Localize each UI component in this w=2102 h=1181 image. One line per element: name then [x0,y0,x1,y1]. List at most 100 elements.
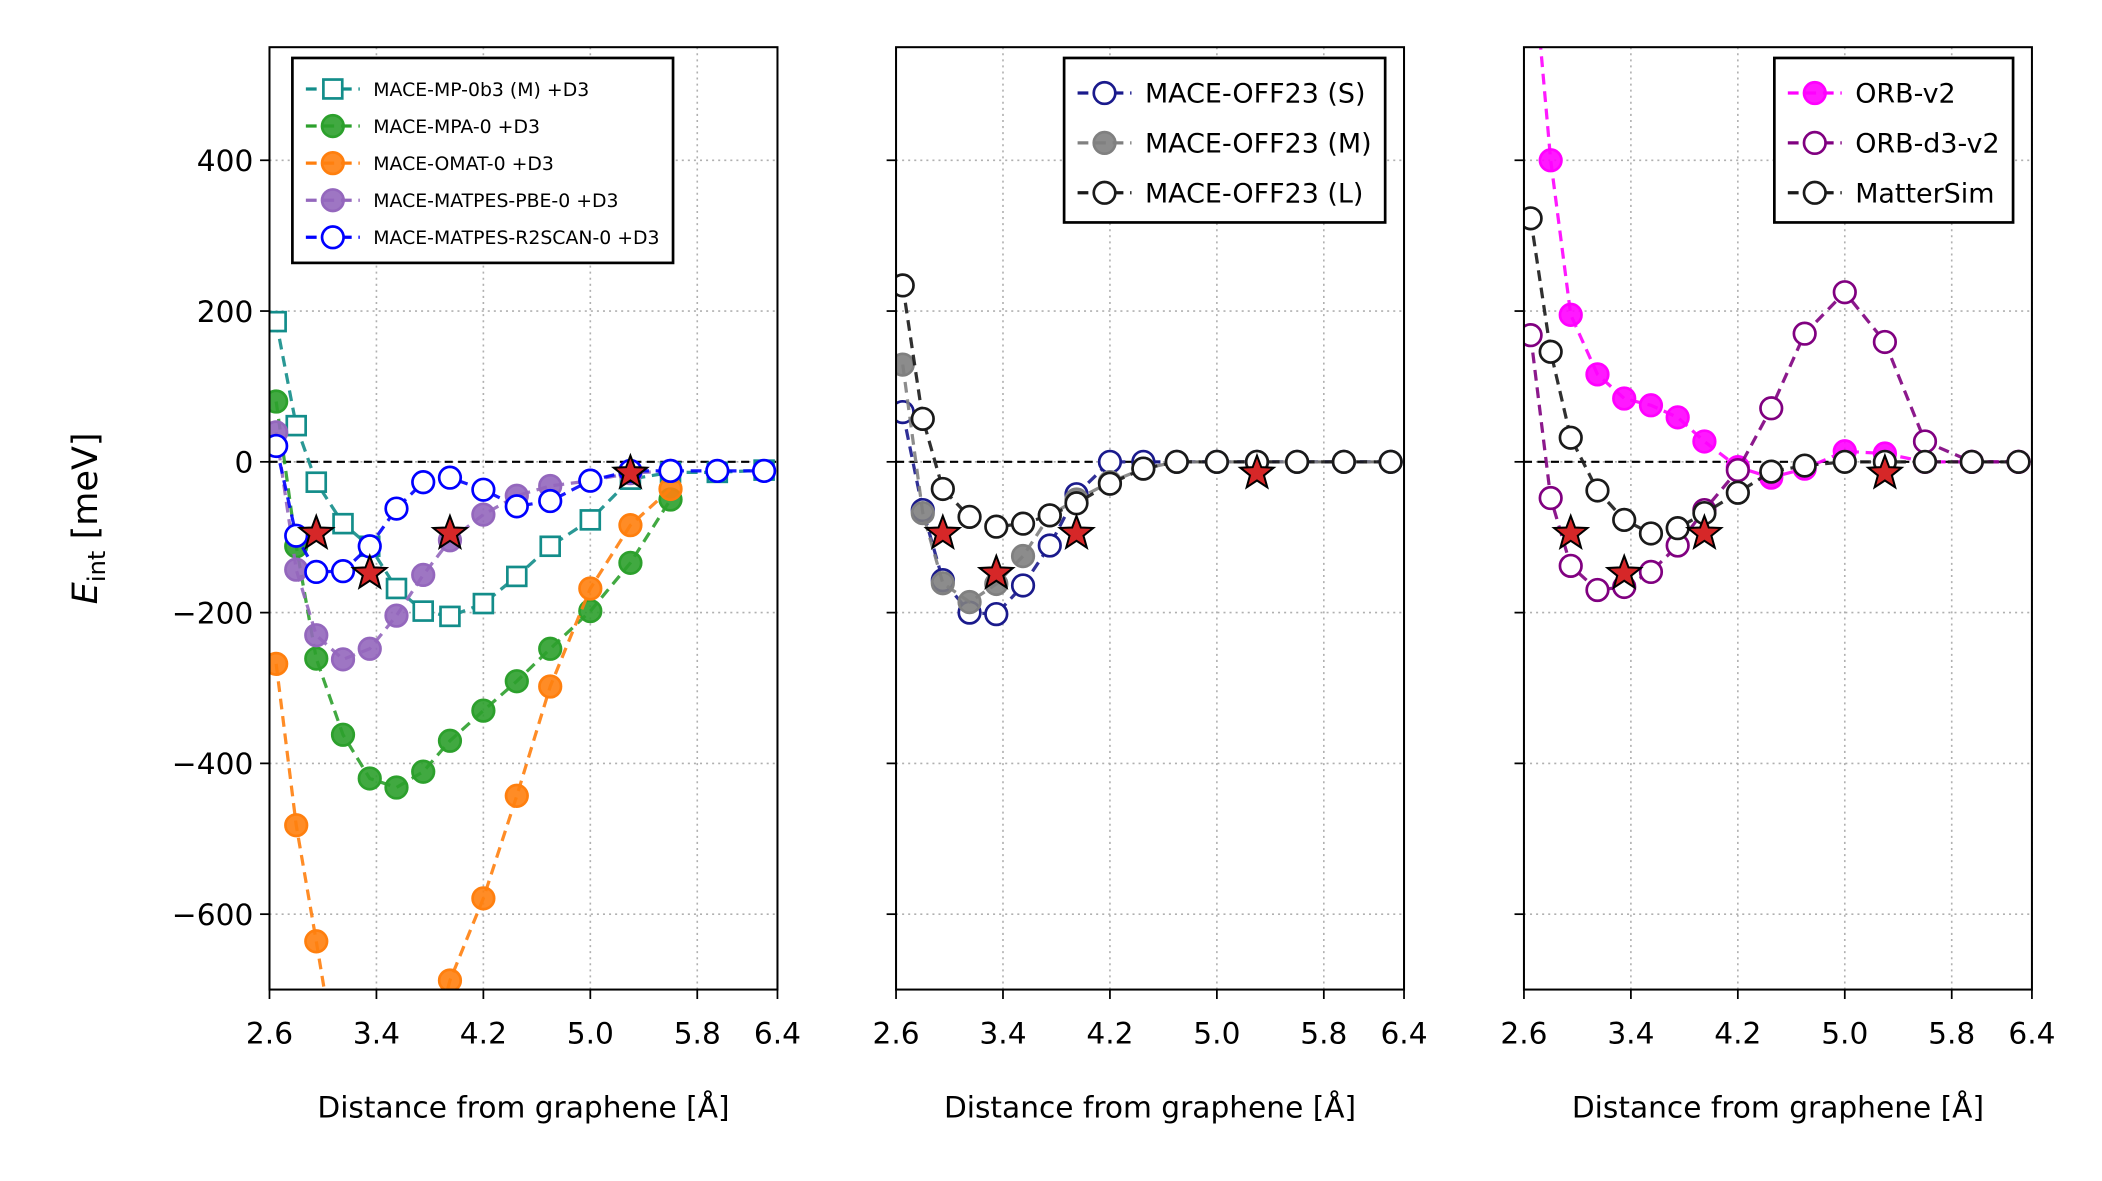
marker [1331,449,1356,474]
legend-marker [320,225,345,250]
x-tick-label: 6.4 [1380,1015,1427,1050]
marker [538,636,563,661]
marker [984,514,1009,539]
marker [357,636,382,661]
marker [504,783,529,808]
marker [411,759,436,784]
marker [384,775,409,800]
marker [384,496,409,521]
marker [2006,449,2031,474]
marker [504,494,529,519]
marker [538,488,563,514]
marker [930,476,955,502]
x-axis-label: Distance from graphene [Å] [317,1090,729,1125]
y-tick-label: −600 [172,897,253,932]
marker [618,513,643,538]
series-line [274,445,765,574]
marker [1585,478,1610,503]
marker [304,929,329,954]
marker [1010,543,1036,569]
marker [357,766,382,791]
marker [1037,533,1062,558]
reference-star [923,513,963,550]
marker [930,571,955,596]
marker [1612,386,1637,411]
plot-area [1523,47,2031,603]
marker [412,1069,434,1091]
legend-label: MACE-MATPES-PBE-0 +D3 [373,190,618,212]
marker [411,470,436,495]
legend-label: MACE-OMAT-0 +D3 [373,153,554,175]
marker [305,471,328,493]
marker [1585,362,1610,387]
marker [1538,339,1563,364]
marker [1037,503,1062,528]
reference-star [1237,452,1277,490]
marker [705,458,730,484]
legend-marker [1802,130,1827,156]
marker [439,605,461,628]
marker [910,500,935,526]
legend-label: MACE-OFF23 (S) [1145,79,1366,110]
marker [1759,396,1784,421]
axes-frame [1522,46,2033,991]
marker [1725,480,1750,505]
y-tick-label: 0 [234,445,253,480]
legend-marker [320,150,345,176]
marker [437,465,463,490]
marker [1665,516,1690,541]
marker [330,559,356,584]
x-axis-label: Distance from graphene [Å] [944,1090,1356,1125]
marker [1959,449,1984,474]
marker [471,502,496,527]
x-tick-label: 5.8 [1928,1015,1975,1050]
marker [1585,577,1610,603]
marker [471,477,496,502]
legend-marker [1802,80,1827,106]
series-line [274,487,672,990]
y-tick-label: −200 [172,595,253,630]
marker [1131,456,1156,481]
x-tick-label: 5.0 [1821,1015,1868,1050]
marker [1638,393,1664,418]
marker [332,512,354,535]
series-line [901,364,1391,605]
marker [1097,471,1123,496]
marker [1558,553,1583,579]
legend-label: MACE-MATPES-R2SCAN-0 +D3 [373,227,659,249]
x-tick-label: 3.4 [1607,1015,1654,1050]
reference-star [1551,513,1591,550]
y-label-main: E [65,581,106,604]
marker [412,600,434,622]
plot-area [269,310,777,1091]
legend-marker [322,78,344,100]
marker [269,433,289,459]
legend-label: ORB-d3-v2 [1855,129,1999,160]
reference-star [296,513,336,550]
y-tick-label: 200 [197,294,254,329]
marker [578,576,603,601]
marker [1612,507,1637,533]
marker [304,559,329,585]
x-tick-label: 5.8 [1300,1015,1347,1050]
marker [269,310,287,333]
marker [539,535,561,558]
marker [304,646,329,671]
marker [506,565,528,588]
legend-marker [1092,130,1117,156]
marker [751,458,777,484]
marker [538,674,563,699]
marker [304,623,329,648]
y-label-unit: [meV] [65,432,106,550]
reference-star [1865,452,1905,490]
marker [1638,521,1664,546]
x-tick-label: 5.0 [1193,1015,1240,1050]
legend-box [291,56,675,265]
marker [1164,449,1189,474]
y-axis-label: Eint [meV] [65,432,111,604]
marker [269,651,289,677]
x-tick-label: 2.6 [1500,1015,1547,1050]
marker [1665,405,1690,430]
x-tick-label: 5.8 [674,1015,721,1050]
marker [896,273,915,298]
